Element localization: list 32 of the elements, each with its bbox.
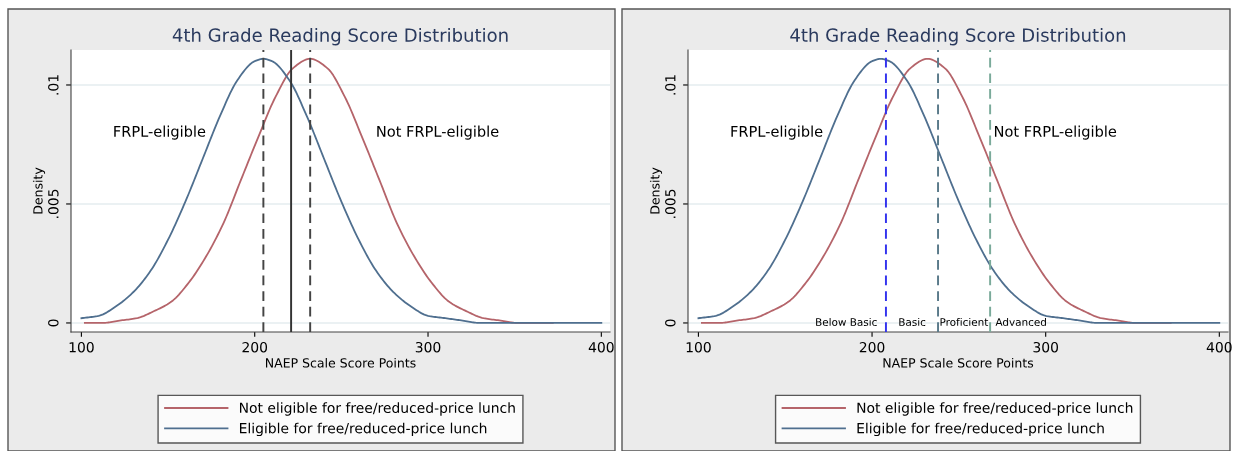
x-axis-title: NAEP Scale Score Points [883,357,1034,368]
y-axis-title: Density [32,167,46,214]
annotation: Not FRPL-eligible [377,125,499,140]
annotation: FRPL-eligible [114,125,206,140]
annotation: Below Basic [816,317,877,326]
y-tick-label: .01 [665,75,676,95]
x-tick-label: 400 [588,341,614,353]
y-axis-title: Density [649,167,663,214]
legend-label: Eligible for free/reduced-price lunch [239,422,487,437]
y-tick-label: .01 [48,75,59,95]
y-tick-label: 0 [665,319,676,327]
x-tick-label: 100 [69,341,94,353]
legend-label: Eligible for free/reduced-price lunch [857,422,1104,437]
chart-title: 4th Grade Reading Score Distribution [790,27,1126,46]
annotation: Not FRPL-eligible [994,125,1117,140]
annotation: Proficient [940,317,989,326]
legend-label: Not eligible for free/reduced-price lunch [239,402,515,416]
x-tick-label: 200 [242,341,268,353]
annotation: FRPL-eligible [731,125,823,140]
x-tick-label: 200 [859,341,885,353]
x-tick-label: 300 [1033,341,1059,353]
annotation: Advanced [995,317,1046,326]
y-tick-label: .005 [48,189,59,218]
legend-label: Not eligible for free/reduced-price lunch [857,402,1133,416]
y-tick-label: 0 [48,319,59,327]
annotation: Basic [899,317,926,326]
x-tick-label: 400 [1206,341,1232,353]
x-axis-title: NAEP Scale Score Points [266,357,416,368]
x-tick-label: 300 [415,341,441,353]
chart-title: 4th Grade Reading Score Distribution [172,27,508,46]
x-tick-label: 100 [686,341,711,353]
y-tick-label: .005 [665,189,676,218]
